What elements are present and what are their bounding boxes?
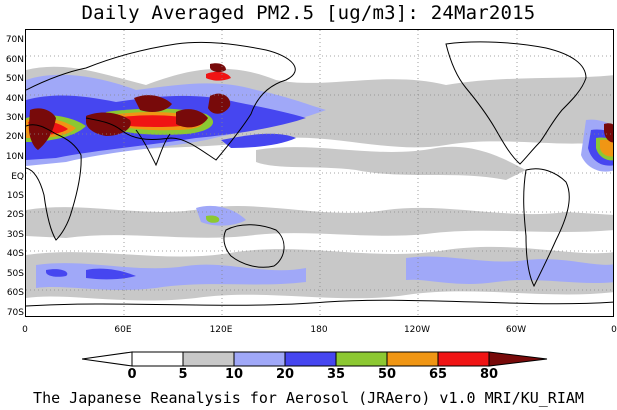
pm25-band-80-plus (28, 63, 613, 150)
coastline-africa (26, 124, 82, 241)
colorbar-swatch (182, 351, 235, 367)
lon-label: 120E (209, 325, 233, 335)
colorbar-label: 10 (224, 367, 244, 382)
lat-label: 40N (5, 94, 24, 104)
colorbar-label: 50 (377, 367, 397, 382)
coastline-north-america (445, 41, 587, 165)
lat-label: 10S (6, 191, 24, 201)
colorbar-label: 35 (326, 367, 346, 382)
graticule (26, 30, 613, 316)
colorbar-swatch (131, 351, 184, 367)
lat-label: 30N (5, 113, 24, 123)
coastline-eurasia (26, 41, 296, 161)
lat-label: 50N (5, 74, 24, 84)
lon-label: 0 (611, 325, 617, 335)
colorbar-swatch (437, 351, 490, 367)
coastline-antarctica (26, 299, 613, 307)
colorbar-label: 0 (127, 367, 137, 382)
pm25-map (26, 30, 613, 316)
lon-label: 0 (22, 325, 28, 335)
colorbar-label: 20 (275, 367, 295, 382)
lat-label: 10N (5, 152, 24, 162)
lon-label: 120W (403, 325, 431, 335)
coastline-india (135, 129, 171, 167)
coastline-south-america (523, 168, 570, 288)
colorbar (82, 351, 548, 367)
colorbar-label: 5 (178, 367, 188, 382)
lat-label: 60N (5, 55, 24, 65)
lat-label: 60S (6, 288, 24, 298)
lon-label: 60E (114, 325, 132, 335)
colorbar-swatch-upper (488, 351, 548, 367)
map-panel (25, 29, 614, 317)
footer-caption: The Japanese Reanalysis for Aerosol (JRA… (33, 389, 584, 407)
coastlines (26, 41, 613, 307)
lon-label: 180 (310, 325, 328, 335)
colorbar-swatch-lower (82, 351, 133, 367)
colorbar-label: 80 (479, 367, 499, 382)
lat-label: EQ (11, 172, 24, 182)
lat-label: 20S (6, 210, 24, 220)
coastline-australia (223, 224, 285, 268)
colorbar-swatch (386, 351, 439, 367)
lat-label: 30S (6, 230, 24, 240)
colorbar-swatch (233, 351, 286, 367)
lat-label: 70S (6, 308, 24, 318)
lat-label: 20N (5, 132, 24, 142)
lat-label: 50S (6, 269, 24, 279)
lat-label: 40S (6, 249, 24, 259)
lat-label: 70N (5, 35, 24, 45)
map-title: Daily Averaged PM2.5 [ug/m3]: 24Mar2015 (81, 2, 536, 24)
colorbar-swatch (335, 351, 388, 367)
lon-label: 60W (505, 325, 527, 335)
colorbar-swatch (284, 351, 337, 367)
colorbar-label: 65 (428, 367, 448, 382)
